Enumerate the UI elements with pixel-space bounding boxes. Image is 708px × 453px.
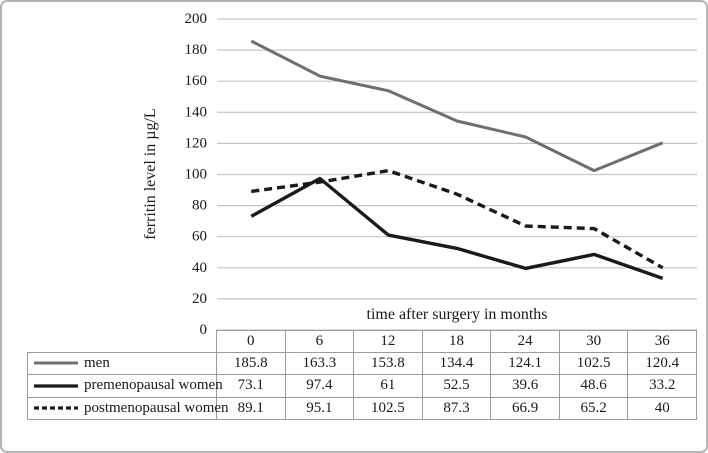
y-tick-label: 120	[185, 135, 208, 151]
value-cell: 163.3	[285, 352, 355, 375]
value-cell: 87.3	[422, 397, 492, 420]
value-cell: 48.6	[559, 375, 629, 398]
value-cell: 73.1	[217, 375, 286, 398]
y-tick-label: 140	[185, 104, 208, 120]
y-tick-label: 80	[192, 198, 207, 214]
value-cell: 97.4	[285, 375, 355, 398]
legend-line-icon	[34, 384, 78, 388]
month-header-cell: 12	[354, 330, 423, 353]
month-header-cell: 30	[559, 330, 629, 353]
y-tick-label: 200	[185, 11, 208, 27]
y-tick-label: 160	[185, 73, 208, 89]
series-line-postmenopausal-women	[251, 168, 664, 270]
series-line-premenopausal-women	[250, 176, 664, 281]
legend-cell-postmenopausal-women: postmenopausal women	[27, 397, 229, 420]
y-tick-label: 100	[185, 167, 208, 183]
value-cell: 52.5	[422, 375, 492, 398]
series-line-men	[250, 39, 664, 173]
legend-label: men	[84, 354, 110, 371]
value-cell: 65.2	[559, 397, 629, 420]
table-blank-cell	[27, 330, 217, 353]
x-axis-title: time after surgery in months	[366, 306, 548, 323]
y-tick-label: 180	[185, 42, 208, 58]
value-cell: 89.1	[217, 397, 286, 420]
month-header-cell: 0	[217, 330, 286, 353]
legend-cell-premenopausal-women: premenopausal women	[27, 375, 223, 398]
y-tick-label: 60	[192, 229, 207, 245]
value-cell: 33.2	[628, 375, 697, 398]
data-table: 0 6 12 18 24 30 36 men 185.8 163.3 153.8 134.4 124.1…	[27, 330, 697, 420]
value-cell: 120.4	[628, 352, 697, 375]
value-cell: 66.9	[491, 397, 560, 420]
value-cell: 61	[354, 375, 423, 398]
legend-label: premenopausal women	[84, 377, 223, 394]
month-header-cell: 24	[491, 330, 560, 353]
legend-line-icon	[34, 406, 78, 410]
value-cell: 102.5	[354, 397, 423, 420]
value-cell: 134.4	[422, 352, 492, 375]
value-cell: 40	[628, 397, 697, 420]
month-header-cell: 6	[285, 330, 355, 353]
value-cell: 39.6	[491, 375, 560, 398]
legend-line-icon	[34, 361, 78, 365]
value-cell: 102.5	[559, 352, 629, 375]
y-tick-label: 0	[200, 322, 208, 338]
y-tick-label: 40	[192, 260, 207, 276]
legend-cell-men: men	[27, 352, 217, 375]
value-cell: 95.1	[285, 397, 355, 420]
value-cell: 185.8	[217, 352, 286, 375]
y-tick-label: 20	[192, 291, 207, 307]
month-header-cell: 36	[628, 330, 697, 353]
month-header-cell: 18	[422, 330, 492, 353]
legend-label: postmenopausal women	[84, 399, 229, 416]
y-axis-title: ferritin level in µg/L	[142, 108, 159, 240]
value-cell: 124.1	[491, 352, 560, 375]
value-cell: 153.8	[354, 352, 423, 375]
